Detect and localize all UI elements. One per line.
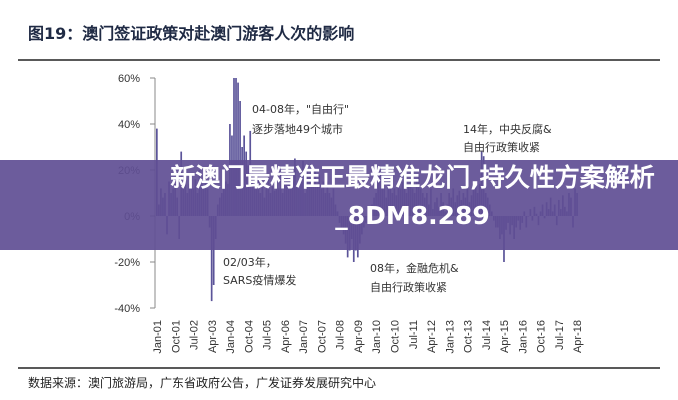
x-tick-label: Jan-07 [298, 320, 310, 354]
annotation-2008-line1: 08年，金融危机& [370, 261, 459, 275]
bar [233, 78, 235, 216]
x-tick-label: Oct-07 [316, 320, 328, 353]
x-tick-label: Jul-11 [408, 320, 420, 349]
bar [239, 101, 241, 216]
y-tick-label: -40% [114, 303, 140, 315]
bar [237, 82, 239, 216]
banner-line1: 新澳门最精准正最精准龙门,持久性方案解析 [170, 163, 655, 192]
x-tick-label: Apr-03 [207, 320, 219, 353]
annotation-2014-line2: 自由行政策收紧 [463, 140, 540, 154]
x-tick-label: Jan-04 [225, 320, 237, 354]
x-tick-label: Apr-18 [572, 320, 584, 353]
y-tick-label: 40% [118, 119, 140, 131]
x-tick-label: Oct-10 [390, 320, 402, 353]
annotations: 04-08年，"自由行" 逐步落地49个城市 14年，中央反腐& 自由行政策收紧… [223, 102, 552, 294]
x-tick-label: Apr-09 [353, 320, 365, 353]
x-tick-label: Jan-10 [371, 320, 383, 354]
x-tick-label: Jul-08 [335, 320, 347, 350]
x-tick-label: Jan-13 [444, 320, 456, 354]
annotation-sars-line2: SARS疫情爆发 [223, 273, 296, 287]
annotation-sars-line1: 02/03年， [223, 255, 277, 269]
x-axis: Jan-01 Oct-01 Jul-02 Apr-03 Jan-04 Oct-04 Jul-… [152, 320, 584, 354]
annotation-2008-line2: 自由行政策收紧 [370, 280, 447, 294]
x-tick-label: Oct-04 [243, 320, 255, 353]
annotation-2014-line1: 14年，中央反腐& [463, 122, 552, 136]
x-tick-label: Oct-01 [170, 320, 182, 353]
banner-line2: _8DM8.289 [335, 201, 490, 230]
y-tick-label: 60% [118, 73, 140, 85]
bar [235, 78, 237, 216]
x-tick-label: Oct-13 [463, 320, 475, 353]
bar [212, 216, 215, 285]
x-tick-label: Jul-05 [262, 320, 274, 350]
x-tick-label: Apr-12 [426, 320, 438, 353]
overlay-banner: 新澳门最精准正最精准龙门,持久性方案解析 _8DM8.289 [0, 160, 678, 250]
x-tick-label: Jan-16 [517, 320, 529, 354]
x-tick-label: Oct-16 [536, 320, 548, 353]
bar [210, 216, 213, 302]
x-tick-label: Apr-15 [499, 320, 511, 353]
y-tick-label: -20% [114, 257, 140, 269]
annotation-2004-line1: 04-08年，"自由行" [252, 102, 349, 116]
source-note: 数据来源：澳门旅游局，广东省政府公告，广发证券发展研究中心 [28, 375, 376, 390]
x-tick-label: Jul-14 [481, 320, 493, 350]
chart-title: 图19：澳门签证政策对赴澳门游客人次的影响 [28, 24, 354, 43]
x-tick-label: Jul-17 [554, 320, 566, 350]
x-tick-label: Jul-02 [189, 320, 201, 350]
x-tick-label: Apr-06 [280, 320, 292, 353]
annotation-2004-line2: 逐步落地49个城市 [252, 122, 343, 136]
x-tick-label: Jan-01 [152, 320, 164, 354]
